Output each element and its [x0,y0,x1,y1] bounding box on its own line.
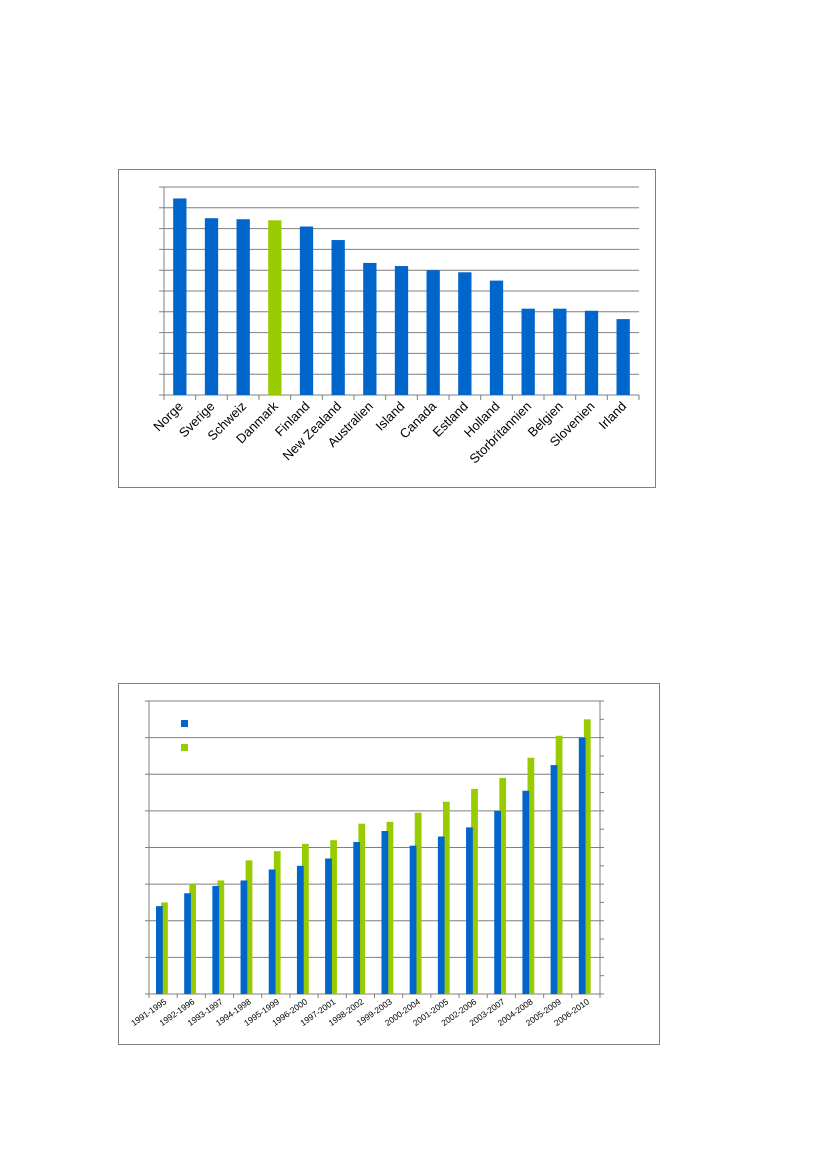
bar-series-2-1996-2000 [302,843,309,994]
bar-series-1-1993-1997 [212,885,220,994]
bar-series-1-2002-2006 [466,827,473,994]
bar-series-2-1993-1997 [217,880,225,994]
bar-series-2-1999-2003 [386,821,394,994]
bar-series-2-1998-2002 [358,823,366,994]
x-tick-label: Irland [596,399,630,433]
bar-series-1-1994-1998 [240,880,248,994]
chart-1-frame: Norge Sverige Schweiz Danmark Finland New Zea… [118,169,656,488]
bar-irland [616,319,630,395]
bar-series-1-1995-1999 [268,869,276,994]
bar-schweiz [236,219,250,395]
bar-series-2-1992-1996 [189,884,197,994]
bar-series-2-2003-2007 [499,777,507,994]
bar-australien [363,262,377,395]
bar-series-1-2005-2009 [550,765,558,994]
bar-estland [458,272,472,395]
bar-series-2-2006-2010 [583,719,591,994]
bar-series-1-2001-2005 [437,836,445,994]
bar-series-2-2002-2006 [471,788,478,994]
bar-series-1-1992-1996 [184,893,191,994]
bar-series-2-1994-1998 [245,860,253,994]
bar-new-zealand [331,240,345,395]
bar-series-2-1995-1999 [273,851,281,994]
bar-canada [426,270,440,395]
bar-belgien [553,308,567,395]
bar-danmark [268,220,282,395]
bar-finland [299,226,314,395]
bar-sverige [204,218,219,395]
bar-holland [489,280,504,395]
bar-series-1-1991-1995 [155,906,163,994]
bar-storbritannien [521,308,535,395]
bar-norge [173,198,187,395]
bar-series-2-2004-2008 [527,757,535,994]
bar-slovenien [584,310,599,395]
bar-series-1-2006-2010 [578,737,586,994]
legend-swatch-1 [181,720,188,727]
bar-series-1-1997-2001 [325,858,332,994]
bar-series-1-1996-2000 [296,865,304,994]
legend-swatch-2 [181,744,188,751]
bar-series-2-1991-1995 [161,902,168,994]
bar-series-2-2001-2005 [442,801,450,994]
bar-series-2-2005-2009 [555,735,563,994]
bar-series-1-1999-2003 [381,831,389,994]
chart-2-frame: 1991-1995 1992-1996 1993-1997 1994-1998 1995… [118,683,660,1045]
bar-series-1-1998-2002 [353,842,361,994]
chart-2-plot: 1991-19951992-19961993-19971994-19981995… [129,700,604,1028]
bar-series-1-2000-2004 [409,845,417,994]
bar-series-2-2000-2004 [414,812,422,994]
bar-series-2-1997-2001 [330,840,337,994]
bar-series-1-2004-2008 [522,790,530,994]
bar-series-1-2003-2007 [494,810,502,994]
bar-island [394,266,409,395]
